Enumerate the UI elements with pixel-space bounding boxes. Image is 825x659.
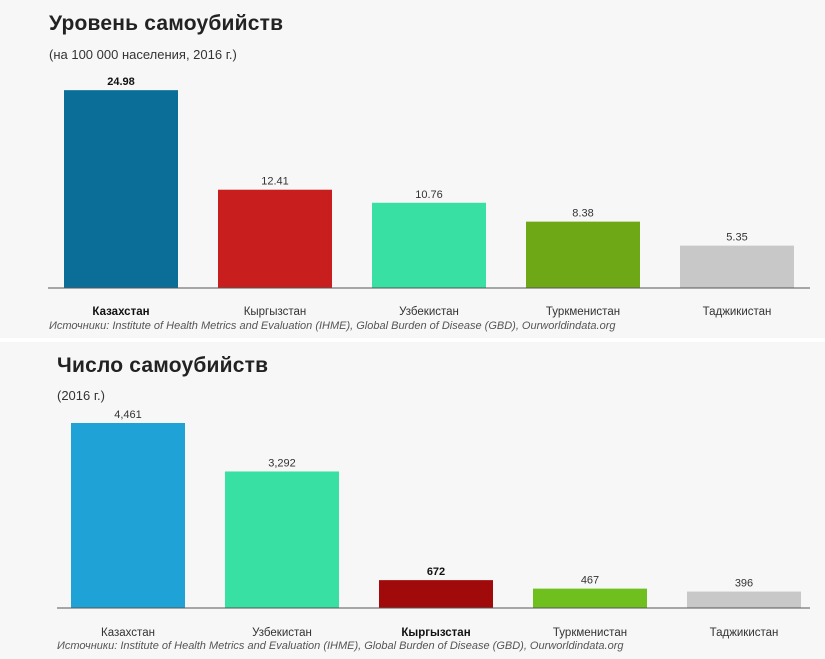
chart-panel-suicide-rate: Уровень самоубийств (на 100 000 населени… bbox=[48, 12, 810, 332]
category-label: Таджикистан bbox=[710, 627, 779, 639]
chart-source: Источники: Institute of Health Metrics a… bbox=[57, 640, 624, 652]
chart-source: Источники: Institute of Health Metrics a… bbox=[49, 320, 616, 332]
category-label: Казахстан bbox=[92, 306, 149, 318]
bar bbox=[526, 221, 640, 288]
bar-value-label: 467 bbox=[581, 575, 599, 587]
bar bbox=[533, 588, 647, 608]
bar bbox=[64, 90, 178, 288]
bar bbox=[680, 245, 794, 288]
bar bbox=[218, 189, 332, 288]
bar bbox=[225, 471, 339, 608]
category-label: Кыргызстан bbox=[244, 306, 307, 318]
bar-value-label: 8.38 bbox=[572, 208, 593, 220]
chart-subtitle: (2016 г.) bbox=[57, 388, 105, 403]
chart-panel-suicide-count: Число самоубийств (2016 г.) 4,461 Казахст… bbox=[0, 342, 825, 659]
bar-value-label: 5.35 bbox=[726, 232, 747, 244]
category-label: Таджикистан bbox=[703, 306, 772, 318]
chart-subtitle: (на 100 000 населения, 2016 г.) bbox=[49, 47, 237, 62]
bar-value-label: 4,461 bbox=[114, 409, 142, 421]
chart-title: Число самоубийств bbox=[57, 354, 269, 377]
bar bbox=[687, 591, 801, 608]
bar bbox=[379, 580, 493, 608]
category-label: Туркменистан bbox=[553, 627, 627, 639]
category-label: Туркменистан bbox=[546, 306, 620, 318]
bar-chart-suicide-rate: 24.98 Казахстан 12.41 Кыргызстан 10.76 Узбеки… bbox=[48, 76, 810, 318]
category-label: Казахстан bbox=[101, 627, 155, 639]
category-label: Кыргызстан bbox=[401, 627, 470, 639]
bar-value-label: 396 bbox=[735, 578, 753, 590]
bar-value-label: 672 bbox=[427, 566, 445, 578]
bar-value-label: 24.98 bbox=[107, 76, 135, 88]
bar-chart-suicide-count: 4,461 Казахстан 3,292 Узбекистан 672 Кыргызст… bbox=[57, 409, 810, 639]
bar-value-label: 10.76 bbox=[415, 189, 443, 201]
category-label: Узбекистан bbox=[399, 306, 459, 318]
category-label: Узбекистан bbox=[252, 627, 312, 639]
bar-value-label: 3,292 bbox=[268, 457, 296, 469]
bar bbox=[71, 423, 185, 608]
bar-value-label: 12.41 bbox=[261, 176, 289, 188]
chart-title: Уровень самоубийств bbox=[49, 12, 284, 35]
bar bbox=[372, 202, 486, 288]
